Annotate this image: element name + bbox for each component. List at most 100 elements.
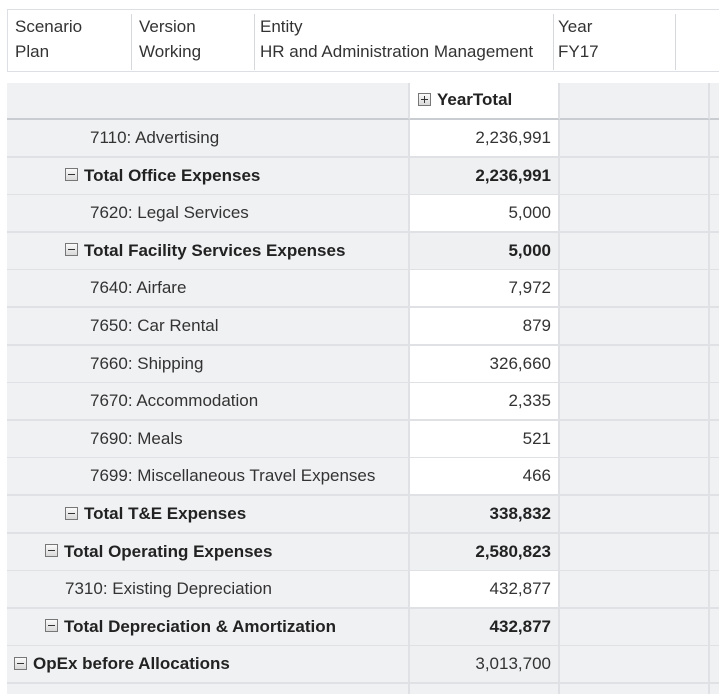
value-cell[interactable]: 2,236,991: [410, 120, 560, 158]
grid-row: Total Office Expenses 2,236,991: [7, 157, 719, 196]
collapse-icon[interactable]: [45, 619, 58, 633]
empty-cell: [710, 496, 719, 534]
grid-row: 7690: Meals 521: [7, 420, 719, 459]
pov-member-value: FY17: [558, 42, 599, 61]
collapse-icon[interactable]: [65, 506, 78, 520]
empty-cell: [560, 684, 710, 694]
empty-cell: [560, 270, 710, 309]
row-label-cell[interactable]: 7110: Advertising: [7, 120, 410, 158]
collapse-icon[interactable]: [65, 243, 78, 257]
empty-cell: [560, 345, 710, 384]
empty-cell: [710, 608, 719, 647]
empty-cell: [710, 383, 719, 422]
value-cell[interactable]: 2,580,823: [410, 533, 560, 572]
row-label-cell[interactable]: Total Office Expenses: [7, 157, 410, 196]
grid-row: Total Facility Services Expenses 5,000: [7, 232, 719, 271]
row-label-cell[interactable]: 7640: Airfare: [7, 270, 410, 309]
row-label-cell[interactable]: 7690: Meals: [7, 420, 410, 459]
empty-cell: [560, 195, 710, 234]
row-label-cell[interactable]: 7620: Legal Services: [7, 195, 410, 234]
value-cell[interactable]: 5,000: [410, 195, 560, 234]
row-label-cell[interactable]: Total T&E Expenses: [7, 496, 410, 534]
row-label-cell[interactable]: 7650: Car Rental: [7, 308, 410, 346]
pov-entity[interactable]: Entity HR and Administration Management: [255, 14, 554, 70]
empty-cell: [710, 157, 719, 196]
grid-row: 7660: Shipping 326,660: [7, 345, 719, 384]
row-label-cell[interactable]: OpEx before Allocations: [7, 646, 410, 685]
empty-cell: [560, 157, 710, 196]
value-cell[interactable]: 3,013,700: [410, 646, 560, 685]
value-cell[interactable]: 521: [410, 420, 560, 459]
empty-cell: [710, 420, 719, 459]
collapse-icon[interactable]: [45, 544, 58, 558]
value-cell[interactable]: 466: [410, 458, 560, 497]
grid-row: 7650: Car Rental 879: [7, 308, 719, 346]
empty-cell: [710, 270, 719, 309]
value-cell[interactable]: 432,877: [410, 571, 560, 610]
empty-cell: [560, 308, 710, 346]
row-label: 7620: Legal Services: [90, 203, 249, 223]
row-label: 7650: Car Rental: [90, 316, 219, 335]
pov-version[interactable]: Version Working: [132, 14, 255, 70]
value-cell[interactable]: 2,236,991: [410, 157, 560, 196]
column-header-yeartotal[interactable]: YearTotal: [410, 83, 560, 120]
row-label-cell[interactable]: Total Depreciation & Amortization: [7, 608, 410, 647]
empty-cell: [710, 533, 719, 572]
pov-dimension-label: Version: [139, 17, 196, 36]
value-cell[interactable]: 338,832: [410, 496, 560, 534]
grid-row: OpEx before Allocations 3,013,700: [7, 646, 719, 685]
grid-row-empty: [7, 684, 719, 694]
pov-year[interactable]: Year FY17: [554, 14, 676, 70]
row-label-cell[interactable]: Total Facility Services Expenses: [7, 232, 410, 271]
row-header-corner: [7, 83, 410, 120]
empty-cell: [560, 232, 710, 271]
expand-icon[interactable]: [418, 92, 431, 106]
collapse-icon[interactable]: [14, 656, 27, 670]
value-cell[interactable]: 432,877: [410, 608, 560, 647]
grid-row: 7699: Miscellaneous Travel Expenses 466: [7, 458, 719, 497]
pov-bar: Scenario Plan Version Working Entity HR …: [7, 9, 719, 72]
empty-cell: [560, 420, 710, 459]
column-header-empty: [710, 83, 719, 120]
pov-dimension-label: Entity: [260, 17, 303, 36]
row-label: Total Office Expenses: [84, 165, 261, 185]
empty-cell: [710, 232, 719, 271]
empty-cell: [560, 646, 710, 685]
row-label-cell[interactable]: 7699: Miscellaneous Travel Expenses: [7, 458, 410, 497]
empty-cell: [710, 646, 719, 685]
row-label: Total Depreciation & Amortization: [64, 616, 337, 636]
row-label-cell[interactable]: Total Operating Expenses: [7, 533, 410, 572]
grid-row: 7310: Existing Depreciation 432,877: [7, 571, 719, 610]
row-label: 7640: Airfare: [90, 278, 187, 298]
row-label: 7699: Miscellaneous Travel Expenses: [90, 466, 376, 486]
pov-scenario[interactable]: Scenario Plan: [8, 14, 132, 70]
empty-cell: [710, 571, 719, 610]
grid-row: Total T&E Expenses 338,832: [7, 496, 719, 534]
row-label-cell[interactable]: 7310: Existing Depreciation: [7, 571, 410, 610]
row-label: Total T&E Expenses: [84, 504, 247, 523]
value-cell[interactable]: 2,335: [410, 383, 560, 422]
value-cell[interactable]: 326,660: [410, 345, 560, 384]
row-label-cell[interactable]: [7, 684, 410, 694]
row-label-cell[interactable]: 7670: Accommodation: [7, 383, 410, 422]
value-cell[interactable]: 7,972: [410, 270, 560, 309]
value-cell[interactable]: [410, 684, 560, 694]
empty-cell: [560, 496, 710, 534]
pov-dimension-label: Scenario: [15, 17, 83, 36]
value-cell[interactable]: 5,000: [410, 232, 560, 271]
row-label: Total Facility Services Expenses: [84, 240, 346, 260]
row-label: 7670: Accommodation: [90, 391, 259, 411]
empty-cell: [560, 120, 710, 158]
empty-cell: [710, 684, 719, 694]
row-label-cell[interactable]: 7660: Shipping: [7, 345, 410, 384]
empty-cell: [560, 608, 710, 647]
pov-member-value: Working: [139, 42, 202, 61]
grid-row: 7110: Advertising 2,236,991: [7, 120, 719, 158]
pov-member-value: HR and Administration Management: [260, 42, 534, 61]
column-header-empty: [560, 83, 710, 120]
value-cell[interactable]: 879: [410, 308, 560, 346]
row-label: 7110: Advertising: [90, 128, 220, 147]
empty-cell: [560, 383, 710, 422]
collapse-icon[interactable]: [65, 168, 78, 182]
grid-row: 7670: Accommodation 2,335: [7, 383, 719, 422]
